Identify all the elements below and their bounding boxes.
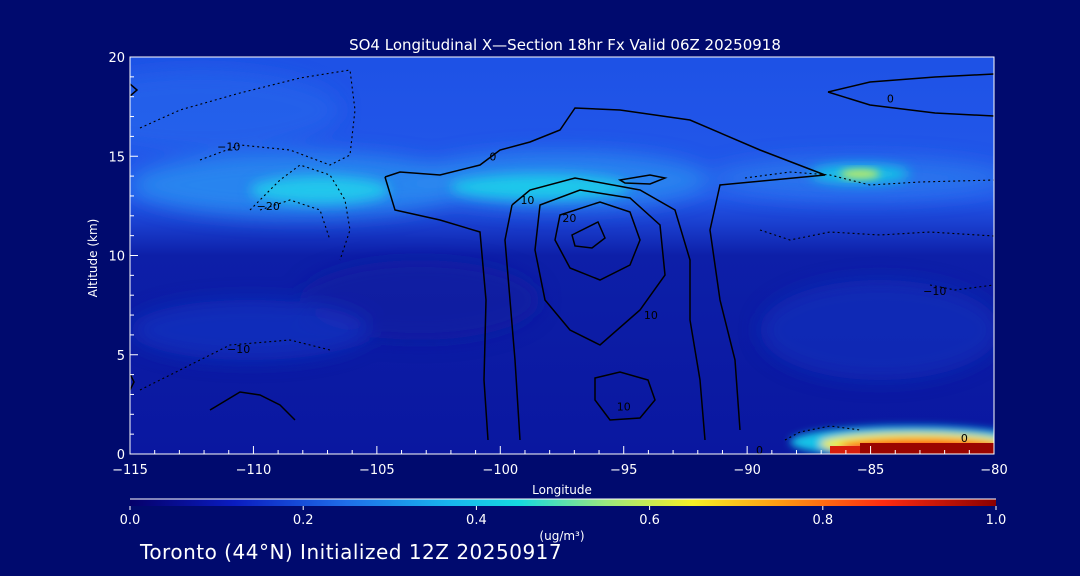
colorbar-tick-label: 1.0 <box>986 513 1007 528</box>
x-tick-label: −80 <box>980 463 1007 478</box>
y-tick-label: 10 <box>108 250 125 265</box>
y-tick-label: 20 <box>108 51 125 66</box>
contour-label: −10 <box>217 140 240 153</box>
x-tick-label: −95 <box>610 463 637 478</box>
x-tick-label: −105 <box>359 463 395 478</box>
y-axis-label: Altitude (km) <box>86 219 100 298</box>
x-tick-label: −110 <box>236 463 272 478</box>
contour-label: 10 <box>520 194 534 207</box>
y-tick-label: 5 <box>117 349 125 364</box>
contour-label: 0 <box>961 432 968 445</box>
x-axis: −115 −110 −105 −100 −95 −90 −85 −80 <box>112 446 1008 478</box>
contour-label: 10 <box>617 400 631 413</box>
initialization-label: Toronto (44°N) Initialized 12Z 20250917 <box>140 540 563 564</box>
x-tick-label: −85 <box>857 463 884 478</box>
heatmap-field: 0 0 −10 −20 10 20 10 10 −10 −10 0 0 <box>130 57 994 457</box>
y-tick-label: 0 <box>117 448 125 463</box>
contour-label: 20 <box>562 212 576 225</box>
contour-label: −10 <box>923 285 946 298</box>
contour-label: 0 <box>887 93 894 106</box>
colorbar-tick-label: 0.8 <box>812 513 833 528</box>
colorbar-ticks: 0.0 0.2 0.4 0.6 0.8 1.0 <box>120 506 1007 528</box>
contour-label: 0 <box>756 444 763 457</box>
contour-lines <box>130 73 994 441</box>
contour-label: 10 <box>644 309 658 322</box>
colorbar-tick-label: 0.6 <box>639 513 660 528</box>
contour-label: −20 <box>257 200 280 213</box>
x-tick-label: −115 <box>112 463 148 478</box>
contour-labels: 0 0 −10 −20 10 20 10 10 −10 −10 0 0 <box>217 93 968 457</box>
y-axis: 0 5 10 15 20 <box>108 51 138 463</box>
x-tick-label: −100 <box>482 463 518 478</box>
contour-label: −10 <box>227 343 250 356</box>
chart-title: SO4 Longitudinal X—Section 18hr Fx Valid… <box>349 36 781 54</box>
x-axis-label: Longitude <box>532 483 592 497</box>
colorbar-units: (ug/m³) <box>539 529 584 543</box>
colorbar-tick-label: 0.4 <box>466 513 487 528</box>
colorbar <box>130 499 996 506</box>
x-tick-label: −90 <box>733 463 760 478</box>
colorbar-tick-label: 0.2 <box>293 513 314 528</box>
contour-label: 0 <box>489 150 496 163</box>
dashed-contours <box>139 69 994 441</box>
y-tick-label: 15 <box>108 150 125 165</box>
colorbar-tick-label: 0.0 <box>120 513 141 528</box>
